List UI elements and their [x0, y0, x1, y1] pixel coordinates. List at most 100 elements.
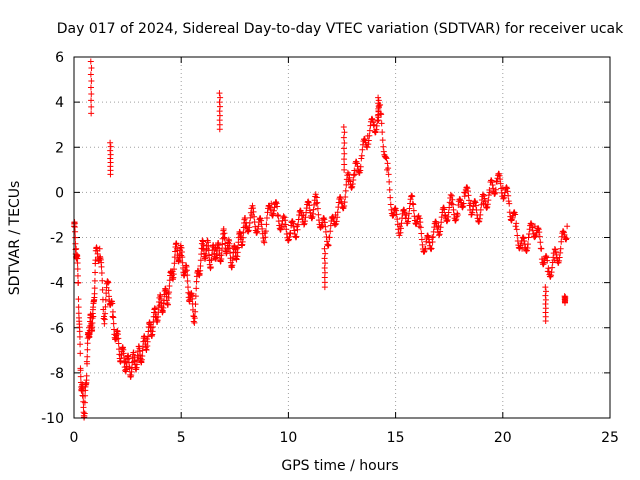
data-point	[250, 205, 257, 212]
data-point	[326, 234, 333, 241]
data-point	[88, 77, 95, 84]
data-point	[321, 219, 328, 226]
data-point	[253, 229, 260, 236]
data-point	[293, 233, 300, 240]
data-point	[270, 207, 277, 214]
data-point	[452, 217, 459, 224]
data-point	[149, 323, 156, 330]
data-point	[445, 213, 452, 220]
chart-title: Day 017 of 2024, Sidereal Day-to-day VTE…	[57, 21, 624, 37]
data-point	[383, 155, 390, 162]
data-point	[217, 94, 224, 101]
data-point	[109, 300, 116, 307]
data-point	[523, 247, 530, 254]
data-point	[166, 289, 173, 296]
data-point	[341, 199, 348, 206]
data-point	[437, 228, 444, 235]
data-point	[139, 353, 146, 360]
data-point	[542, 284, 549, 291]
data-point	[492, 186, 499, 193]
data-point	[83, 372, 90, 379]
y-tick-label: 0	[55, 185, 64, 201]
data-point	[359, 146, 366, 153]
data-point	[398, 220, 405, 227]
data-point	[519, 234, 526, 241]
data-point	[557, 245, 564, 252]
data-point	[164, 301, 171, 308]
data-point	[271, 204, 278, 211]
data-point	[98, 263, 105, 270]
data-point	[404, 218, 411, 225]
data-point	[519, 245, 526, 252]
data-point	[460, 203, 467, 210]
data-point	[556, 254, 563, 261]
data-point	[192, 308, 199, 315]
data-point	[350, 176, 357, 183]
data-point	[273, 200, 280, 207]
data-point	[102, 303, 109, 310]
data-point	[470, 203, 477, 210]
data-point	[240, 229, 247, 236]
data-point	[208, 256, 215, 263]
data-point	[552, 248, 559, 255]
data-point	[273, 199, 280, 206]
data-point	[477, 211, 484, 218]
data-point	[308, 215, 315, 222]
data-point	[438, 219, 445, 226]
data-point	[113, 336, 120, 343]
data-point	[481, 195, 488, 202]
data-point	[341, 140, 348, 147]
data-point	[261, 239, 268, 246]
data-point	[536, 229, 543, 236]
data-point	[282, 221, 289, 228]
data-point	[412, 221, 419, 228]
data-point	[263, 221, 270, 228]
data-point	[304, 199, 311, 206]
data-point	[393, 207, 400, 214]
data-point	[178, 248, 185, 255]
data-point	[314, 205, 321, 212]
data-point	[88, 103, 95, 110]
data-point	[438, 214, 445, 221]
data-point	[275, 213, 282, 219]
data-point	[101, 316, 108, 323]
data-point	[419, 241, 426, 248]
data-point	[242, 215, 249, 222]
data-point	[482, 198, 489, 205]
data-point	[219, 241, 226, 248]
data-point	[306, 202, 313, 209]
data-point	[538, 245, 545, 252]
data-point	[475, 218, 482, 225]
data-point	[346, 174, 353, 181]
data-point	[74, 266, 81, 273]
data-point	[540, 261, 547, 268]
data-point	[418, 230, 425, 237]
data-point	[182, 268, 189, 275]
data-point	[501, 189, 508, 196]
data-point	[544, 257, 551, 264]
data-point	[409, 200, 416, 207]
data-point	[547, 273, 554, 280]
data-point	[416, 215, 423, 222]
data-point	[464, 185, 471, 192]
data-point	[262, 228, 269, 235]
y-tick-label: -6	[50, 321, 64, 337]
data-point	[504, 188, 511, 195]
data-point	[410, 201, 417, 208]
data-point	[347, 178, 354, 185]
data-point	[322, 228, 329, 235]
data-point	[216, 99, 223, 106]
data-point	[380, 143, 387, 150]
data-point	[365, 137, 372, 144]
data-point	[279, 217, 286, 224]
data-point	[207, 264, 214, 271]
data-point	[312, 191, 319, 198]
data-point	[274, 203, 281, 210]
data-point	[486, 189, 493, 196]
data-point	[309, 213, 316, 220]
y-tick-label: 6	[55, 50, 64, 66]
data-point	[373, 126, 380, 133]
data-point	[491, 190, 498, 197]
data-point	[365, 141, 372, 148]
data-point	[84, 346, 91, 353]
